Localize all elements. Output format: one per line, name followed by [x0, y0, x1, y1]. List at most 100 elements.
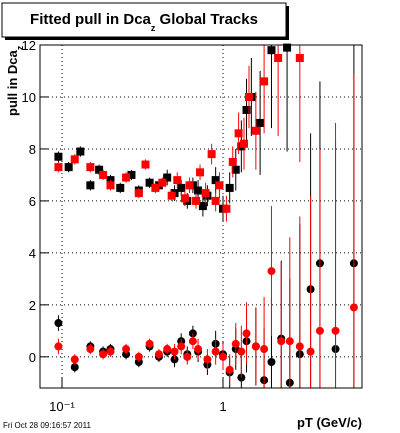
marker-circle — [349, 303, 358, 312]
marker-square — [239, 139, 248, 148]
y-tick-label: 0 — [29, 350, 36, 365]
marker-circle — [106, 347, 115, 356]
marker-square — [222, 204, 231, 213]
marker-square — [228, 157, 237, 166]
frame — [39, 44, 363, 389]
marker-square — [145, 178, 154, 187]
marker-circle — [134, 352, 143, 361]
marker-square — [242, 105, 251, 114]
marker-square — [116, 183, 125, 192]
marker-circle — [154, 350, 163, 359]
marker-square — [231, 165, 240, 174]
marker-circle — [194, 345, 203, 354]
marker-circle — [211, 347, 220, 356]
marker-circle — [188, 337, 197, 346]
marker-square — [196, 168, 205, 177]
marker-circle — [54, 342, 63, 351]
marker-circle — [260, 345, 269, 354]
marker-square — [64, 163, 73, 172]
title-main: Fitted pull in Dca — [30, 11, 151, 28]
y-tick-label: 12 — [22, 38, 36, 53]
title-box — [1, 2, 287, 38]
marker-circle — [163, 345, 172, 354]
marker-square — [198, 202, 207, 211]
marker-circle — [70, 363, 79, 372]
marker-circle — [70, 355, 79, 364]
marker-square — [283, 43, 292, 52]
marker-square — [167, 191, 176, 200]
timestamp: Fri Oct 28 09:16:57 2011 — [3, 421, 91, 430]
marker-circle — [277, 337, 286, 346]
marker-square — [151, 183, 160, 192]
marker-circle — [177, 342, 186, 351]
marker-circle — [251, 342, 260, 351]
marker-circle — [54, 319, 63, 328]
title-subscript: z — [151, 23, 156, 33]
marker-circle — [99, 350, 108, 359]
chart-title: Fitted pull in Dcaz Global Tracks — [30, 11, 258, 33]
marker-square — [122, 173, 131, 182]
marker-square — [207, 150, 216, 159]
marker-square — [244, 92, 253, 101]
title-rest: Global Tracks — [155, 11, 258, 28]
y-axis-label: pull in Dcaz — [5, 45, 25, 116]
marker-circle — [231, 339, 240, 348]
y-label-subscript: z — [15, 45, 25, 50]
marker-square — [127, 170, 136, 179]
x-axis-label: pT (GeV/c) — [297, 415, 362, 430]
marker-square — [141, 160, 150, 169]
marker-circle — [145, 339, 154, 348]
y-label-main: pull in Dca — [5, 50, 20, 117]
marker-square — [215, 181, 224, 190]
marker-square — [163, 173, 172, 182]
marker-square — [251, 126, 260, 135]
marker-circle — [285, 337, 294, 346]
marker-circle — [170, 347, 179, 356]
y-tick-label: 8 — [29, 142, 36, 157]
marker-square — [86, 163, 95, 172]
marker-square — [201, 189, 210, 198]
marker-square — [173, 176, 182, 185]
marker-square — [99, 170, 108, 179]
marker-circle — [183, 352, 192, 361]
x-tick-label: 1 — [219, 399, 226, 414]
marker-square — [70, 155, 79, 164]
marker-square — [86, 181, 95, 190]
marker-circle — [237, 347, 246, 356]
x-tick-label: 10⁻¹ — [49, 399, 75, 414]
marker-square — [158, 178, 167, 187]
y-tick-label: 4 — [29, 246, 36, 261]
marker-circle — [331, 326, 340, 335]
marker-square — [54, 163, 63, 172]
marker-circle — [219, 352, 228, 361]
marker-square — [225, 183, 234, 192]
marker-square — [185, 181, 194, 190]
marker-circle — [267, 358, 276, 367]
marker-square — [194, 186, 203, 195]
marker-circle — [315, 326, 324, 335]
marker-square — [192, 196, 201, 205]
marker-square — [106, 181, 115, 190]
marker-circle — [242, 329, 251, 338]
plot-area — [40, 43, 362, 388]
marker-square — [177, 183, 186, 192]
marker-square — [256, 118, 265, 127]
marker-circle — [295, 342, 304, 351]
marker-square — [211, 176, 220, 185]
marker-square — [260, 77, 269, 86]
marker-square — [267, 46, 276, 55]
y-tick-label: 10 — [22, 90, 36, 105]
marker-circle — [86, 345, 95, 354]
marker-circle — [203, 355, 212, 364]
marker-square — [180, 194, 189, 203]
marker-square — [211, 196, 220, 205]
marker-square — [274, 53, 283, 62]
marker-circle — [225, 365, 234, 374]
marker-square — [295, 53, 304, 62]
marker-circle — [267, 267, 276, 276]
marker-square — [234, 129, 243, 138]
marker-square — [95, 165, 104, 174]
y-tick-label: 6 — [29, 194, 36, 209]
